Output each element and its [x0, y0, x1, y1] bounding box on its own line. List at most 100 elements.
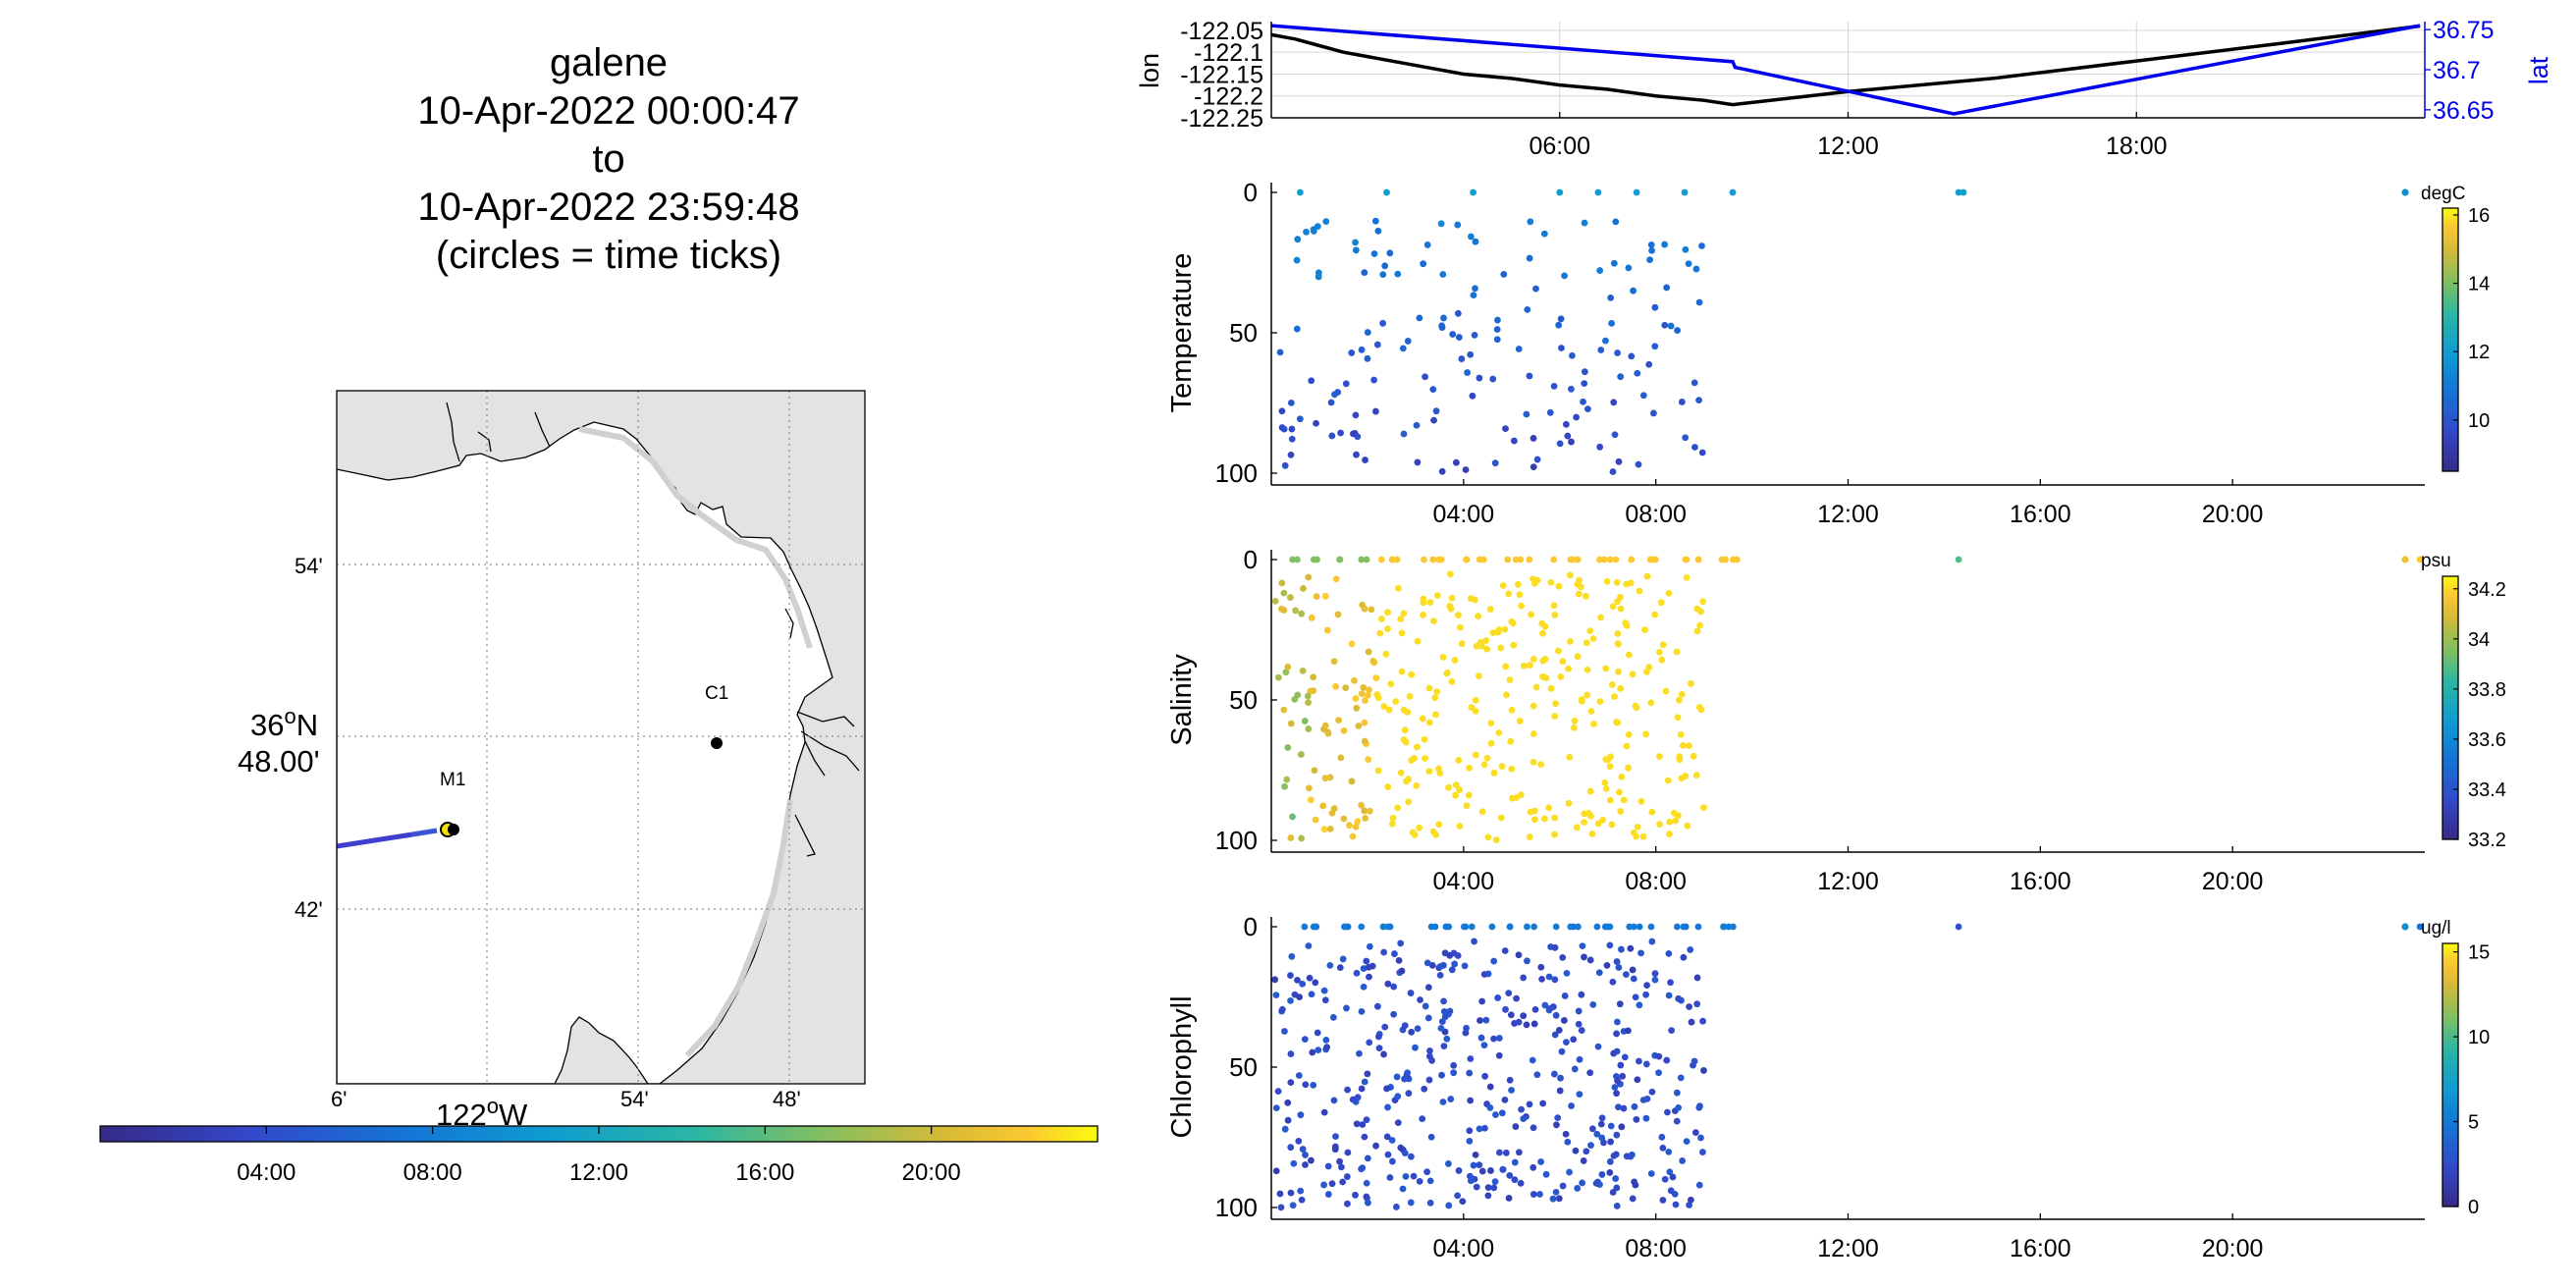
- data-point: [1718, 556, 1726, 564]
- data-point: [1536, 1191, 1543, 1198]
- data-point: [1625, 1027, 1632, 1035]
- data-point: [1510, 641, 1518, 649]
- data-point: [1361, 719, 1368, 726]
- data-point: [1426, 1199, 1434, 1207]
- data-point: [1572, 1147, 1580, 1154]
- data-point: [1559, 953, 1567, 961]
- data-point: [1437, 556, 1445, 564]
- data-point: [1464, 369, 1472, 376]
- data-point: [1463, 802, 1471, 810]
- data-point: [1312, 923, 1319, 931]
- data-point: [1593, 923, 1601, 931]
- x-tick-label: 20:00: [2202, 501, 2264, 528]
- data-point: [1344, 923, 1352, 931]
- data-point: [1613, 1030, 1620, 1038]
- data-point: [1608, 681, 1616, 688]
- data-point: [1587, 1142, 1594, 1150]
- data-point: [1696, 621, 1704, 629]
- data-point: [1613, 958, 1621, 965]
- data-point: [1438, 322, 1446, 330]
- data-point: [1520, 662, 1528, 670]
- data-point: [1344, 1149, 1352, 1156]
- data-point: [1592, 1179, 1600, 1187]
- data-point: [1308, 991, 1315, 998]
- data-point: [1479, 556, 1487, 564]
- data-point: [1404, 1069, 1412, 1077]
- time-colorbar-tick-label: 04:00: [237, 1159, 295, 1186]
- data-point: [1645, 664, 1653, 671]
- data-point: [1358, 690, 1366, 698]
- data-point: [1407, 1153, 1415, 1160]
- data-point: [1435, 821, 1443, 829]
- data-point: [1423, 1168, 1430, 1176]
- lon-axis-label: lon: [1135, 53, 1164, 88]
- data-point: [1372, 1142, 1379, 1150]
- data-point: [1278, 407, 1286, 415]
- data-point: [1330, 1097, 1338, 1104]
- data-point: [1370, 376, 1377, 384]
- data-point: [1445, 1202, 1453, 1209]
- data-point: [1334, 611, 1342, 618]
- temperature-points: [1276, 188, 1967, 475]
- data-point: [1407, 990, 1415, 996]
- data-point: [1457, 623, 1464, 631]
- data-point: [1515, 1018, 1523, 1026]
- data-point: [1272, 992, 1280, 999]
- data-point: [1435, 765, 1442, 773]
- data-point: [1448, 677, 1456, 685]
- data-point: [1694, 556, 1702, 564]
- data-point: [1679, 1157, 1687, 1164]
- data-point: [1459, 1198, 1467, 1206]
- data-point: [1959, 188, 1967, 196]
- time-colorbar-tick-label: 12:00: [569, 1159, 628, 1186]
- map-lon-tick: 48': [773, 1087, 801, 1111]
- data-point: [1524, 305, 1531, 313]
- data-point: [1425, 1076, 1433, 1084]
- data-point: [1361, 737, 1368, 745]
- data-point: [1271, 597, 1279, 605]
- data-point: [1363, 1193, 1370, 1201]
- data-point: [1507, 737, 1515, 745]
- data-point: [1424, 984, 1432, 992]
- map-lat-main-n: N: [296, 708, 318, 742]
- data-point: [1466, 1127, 1474, 1135]
- data-point: [1352, 246, 1360, 254]
- data-point: [1331, 1146, 1339, 1154]
- data-point: [1324, 1191, 1332, 1198]
- data-point: [1299, 667, 1307, 674]
- data-point: [1401, 726, 1409, 734]
- data-point: [1478, 997, 1486, 1005]
- data-point: [1596, 698, 1604, 705]
- data-point: [1529, 1056, 1536, 1064]
- data-point: [1618, 1123, 1626, 1131]
- data-point: [1484, 1192, 1492, 1200]
- data-point: [1288, 435, 1296, 443]
- data-point: [1447, 1096, 1455, 1102]
- data-point: [1699, 804, 1707, 812]
- data-point: [1602, 337, 1609, 345]
- data-point: [1405, 1090, 1413, 1098]
- data-point: [1393, 1073, 1401, 1081]
- data-point: [1426, 599, 1434, 606]
- data-point: [1617, 808, 1625, 815]
- data-point: [1310, 556, 1317, 564]
- data-point: [1634, 369, 1641, 377]
- data-point: [1472, 696, 1479, 704]
- data-point: [1397, 939, 1405, 947]
- data-point: [1471, 938, 1477, 945]
- data-point: [1648, 246, 1655, 254]
- data-point: [1276, 1190, 1284, 1198]
- data-point: [1556, 440, 1564, 448]
- data-point: [1506, 1076, 1514, 1084]
- data-point: [1675, 696, 1683, 704]
- data-point: [1530, 923, 1538, 931]
- data-point: [1526, 254, 1533, 262]
- data-point: [1504, 556, 1512, 564]
- y-axis-label: Chlorophyll: [1166, 995, 1198, 1138]
- data-point: [1659, 1197, 1667, 1204]
- panel-temperature: 0 50 100 04:00 08:00 12:00 16:00 20:00 Temperatu…: [1166, 178, 2490, 528]
- x-tick-label: 12:00: [1817, 868, 1879, 895]
- data-point: [1403, 778, 1410, 785]
- data-point: [1467, 350, 1475, 358]
- data-point: [1697, 608, 1705, 616]
